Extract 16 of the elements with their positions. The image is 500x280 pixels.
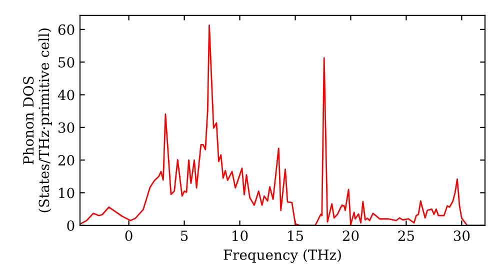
y-tick-label: 0: [67, 220, 74, 231]
x-tick-label: 30: [454, 230, 470, 242]
y-tick-label: 10: [59, 188, 74, 198]
x-tick-label: 5: [181, 230, 188, 242]
x-tick-label: 20: [342, 230, 359, 242]
x-tick-label: 0: [125, 230, 132, 242]
x-axis-title: Frequency (THz): [224, 249, 341, 263]
y-tick-label: 30: [58, 122, 74, 133]
x-tick-label: 25: [398, 230, 414, 242]
y-tick-label: 20: [58, 155, 74, 166]
x-tick-label: 15: [288, 230, 304, 242]
x-tick-label: 10: [232, 230, 248, 242]
y-tick-label: 50: [58, 57, 74, 68]
y-tick-label: 60: [58, 24, 74, 35]
y-axis-title: Phonon DOS (States/THz·primitive cell): [22, 28, 52, 212]
y-tick-label: 40: [58, 90, 74, 100]
